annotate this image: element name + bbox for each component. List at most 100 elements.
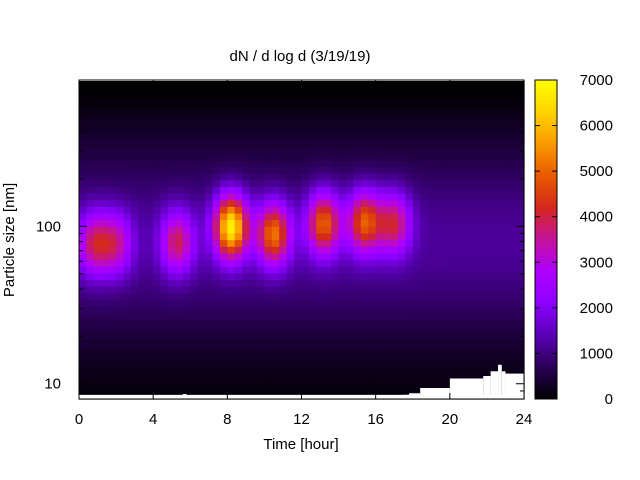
heatmap-cell [153, 153, 162, 161]
heatmap-cell [472, 239, 481, 247]
heatmap-cell [138, 166, 147, 174]
heatmap-cell [242, 266, 251, 274]
heatmap-cell [412, 312, 421, 320]
heatmap-cell [457, 192, 466, 201]
heatmap-cell [405, 159, 414, 167]
heatmap-cell [153, 266, 162, 274]
heatmap-cell [360, 166, 369, 174]
heatmap-cell [79, 106, 88, 114]
heatmap-cell [271, 186, 280, 194]
heatmap-cell [286, 159, 295, 167]
heatmap-cell [486, 186, 495, 194]
heatmap-cell [494, 266, 503, 274]
heatmap-cell [397, 119, 406, 128]
heatmap-cell [427, 86, 436, 94]
heatmap-cell [108, 339, 117, 347]
heatmap-cell [397, 153, 406, 161]
heatmap-cell [472, 232, 481, 241]
heatmap-cell [279, 299, 288, 307]
heatmap-cell [338, 246, 347, 254]
heatmap-cell [383, 325, 392, 334]
heatmap-cell [501, 133, 510, 141]
heatmap-cell [457, 266, 466, 274]
heatmap-cell [323, 199, 332, 207]
heatmap-cell [116, 186, 125, 194]
heatmap-cell [360, 153, 369, 161]
heatmap-cell [123, 93, 132, 101]
heatmap-cell [472, 365, 481, 374]
heatmap-cell [286, 246, 295, 254]
heatmap-cell [412, 345, 421, 354]
heatmap-cell [219, 379, 228, 387]
heatmap-cell [494, 93, 503, 101]
heatmap-cell [130, 339, 139, 347]
heatmap-cell [516, 86, 525, 94]
heatmap-cell [331, 312, 340, 320]
heatmap-cell [197, 365, 206, 374]
heatmap-cell [190, 139, 199, 148]
heatmap-cell [368, 93, 377, 101]
heatmap-cell [375, 352, 384, 360]
heatmap-cell [353, 86, 362, 94]
heatmap-cell [308, 113, 317, 121]
heatmap-cell [353, 385, 362, 393]
heatmap-cell [190, 365, 199, 374]
heatmap-cell [472, 272, 481, 280]
heatmap-cell [205, 173, 214, 181]
heatmap-cell [145, 319, 154, 327]
heatmap-cell [435, 272, 444, 280]
heatmap-cell [264, 312, 273, 320]
heatmap-cell [516, 246, 525, 254]
heatmap-cell [279, 119, 288, 128]
heatmap-cell [494, 212, 503, 221]
heatmap-cell [286, 385, 295, 393]
heatmap-cell [449, 113, 458, 121]
heatmap-cell [123, 266, 132, 274]
heatmap-cell [383, 279, 392, 287]
heatmap-cell [501, 113, 510, 121]
heatmap-cell [257, 106, 266, 114]
heatmap-cell [190, 259, 199, 267]
heatmap-cell [123, 339, 132, 347]
heatmap-cell [353, 159, 362, 167]
heatmap-cell [368, 319, 377, 327]
heatmap-cell [168, 372, 177, 380]
heatmap-cell [116, 232, 125, 241]
heatmap-cell [130, 332, 139, 340]
heatmap-cell [331, 359, 340, 367]
heatmap-cell [242, 179, 251, 187]
heatmap-cell [323, 186, 332, 194]
heatmap-cell [301, 279, 310, 287]
heatmap-cell [360, 119, 369, 128]
heatmap-cell [93, 192, 102, 201]
heatmap-cell [101, 305, 110, 314]
heatmap-cell [331, 179, 340, 187]
heatmap-cell [212, 272, 221, 280]
heatmap-cell [353, 99, 362, 108]
heatmap-cell [190, 332, 199, 340]
heatmap-cell [227, 232, 236, 241]
heatmap-cell [472, 279, 481, 287]
heatmap-cell [101, 352, 110, 360]
heatmap-cell [249, 259, 258, 267]
heatmap-cell [197, 113, 206, 121]
heatmap-cell [219, 153, 228, 161]
heatmap-cell [442, 319, 451, 327]
heatmap-cell [353, 179, 362, 187]
heatmap-cell [234, 126, 243, 134]
heatmap-cell [472, 332, 481, 340]
heatmap-cell [338, 146, 347, 154]
heatmap-cell [153, 186, 162, 194]
heatmap-cell [323, 86, 332, 94]
heatmap-cell [353, 186, 362, 194]
heatmap-cell [316, 232, 325, 241]
heatmap-cell [338, 339, 347, 347]
heatmap-cell [516, 153, 525, 161]
heatmap-cell [301, 166, 310, 174]
heatmap-cell [264, 266, 273, 274]
heatmap-cell [360, 385, 369, 393]
heatmap-cell [472, 266, 481, 274]
heatmap-cell [390, 133, 399, 141]
heatmap-cell [472, 339, 481, 347]
